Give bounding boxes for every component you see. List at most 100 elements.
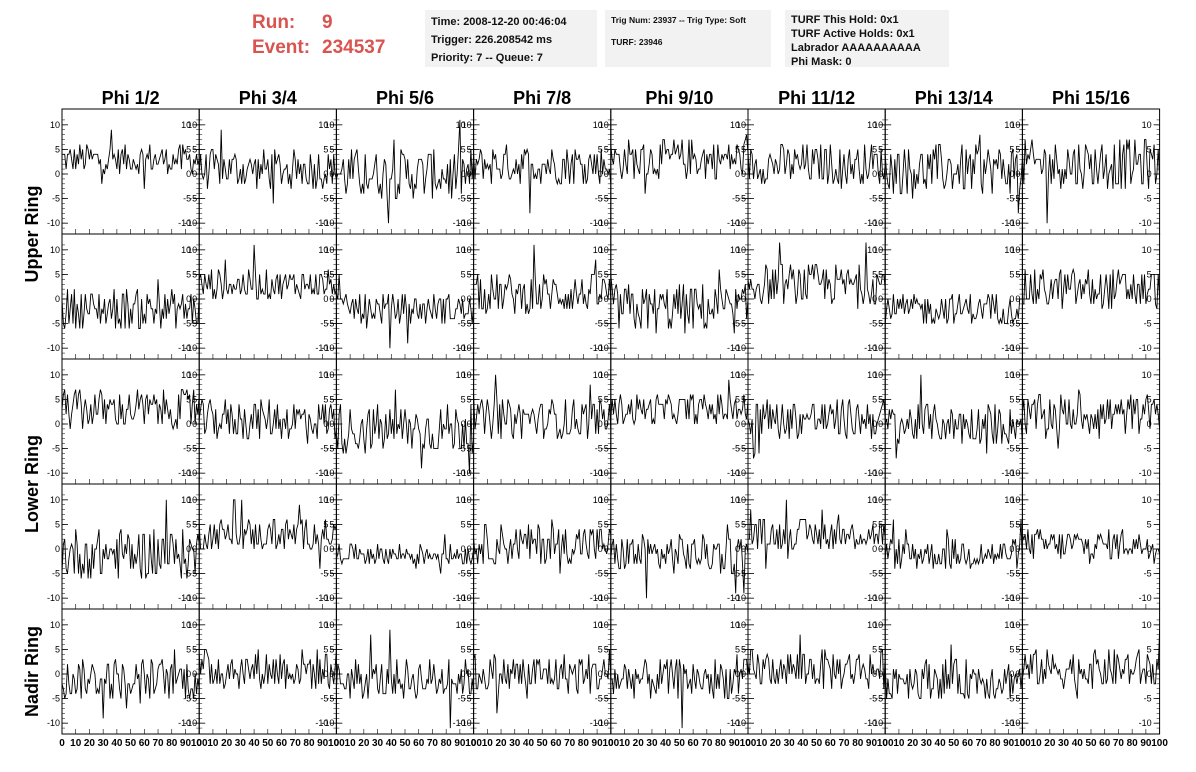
- waveform-trace: [473, 649, 612, 714]
- waveform-trace: [62, 129, 200, 189]
- y-tick-label: -10: [315, 218, 328, 228]
- x-tick-label: 0: [608, 738, 614, 749]
- y-tick-label: -5: [52, 694, 60, 704]
- x-tick-label: 60: [276, 738, 288, 749]
- y-tick-label: 0: [461, 669, 466, 679]
- y-tick-label: -5: [183, 444, 191, 454]
- y-tick-label: -10: [321, 343, 334, 353]
- y-tick-label: -5: [1012, 694, 1020, 704]
- y-tick-label: -5: [732, 194, 740, 204]
- y-tick-label: 10: [324, 245, 334, 255]
- trigger-text: Trigger: 226.208542 ms: [431, 34, 553, 46]
- y-tick-label: 10: [593, 495, 603, 505]
- panel-frame: [61, 108, 200, 235]
- y-tick-label: 10: [730, 120, 740, 130]
- y-tick-label: -10: [453, 718, 466, 728]
- x-tick-label: 0: [745, 738, 751, 749]
- row-group-label: Lower Ring: [22, 435, 42, 533]
- y-tick-label: 10: [318, 620, 328, 630]
- y-tick-label: 0: [1147, 544, 1152, 554]
- event-value: 234537: [322, 37, 386, 58]
- waveform-trace: [473, 144, 612, 214]
- x-tick-label: 80: [715, 738, 727, 749]
- y-tick-label: 5: [329, 644, 334, 654]
- y-tick-label: 0: [186, 419, 191, 429]
- x-tick-label: 100: [877, 738, 894, 749]
- y-tick-label: 10: [593, 245, 603, 255]
- y-tick-label: 5: [604, 269, 609, 279]
- y-tick-label: -5: [875, 569, 883, 579]
- y-tick-label: 0: [467, 169, 472, 179]
- y-tick-label: 0: [1147, 419, 1152, 429]
- y-tick-label: 5: [872, 144, 877, 154]
- y-tick-label: -10: [864, 218, 877, 228]
- y-tick-label: 5: [604, 644, 609, 654]
- y-tick-label: -10: [864, 718, 877, 728]
- x-tick-label: 80: [1127, 738, 1139, 749]
- waveform-trace: [610, 379, 749, 426]
- y-tick-label: 10: [462, 245, 472, 255]
- row-group-label: Upper Ring: [22, 186, 42, 283]
- time-text: Time: 2008-12-20 00:46:04: [431, 16, 567, 28]
- y-tick-label: -5: [601, 569, 609, 579]
- y-tick-label: -5: [320, 694, 328, 704]
- y-tick-label: 5: [1009, 394, 1014, 404]
- x-tick-label: 30: [235, 738, 247, 749]
- y-tick-label: 5: [467, 519, 472, 529]
- y-tick-label: 0: [329, 419, 334, 429]
- panel-frame: [1021, 483, 1161, 610]
- column-header: Phi 11/12: [778, 88, 855, 108]
- y-tick-label: 10: [50, 495, 60, 505]
- y-tick-label: 0: [872, 294, 877, 304]
- waveform-trace: [335, 274, 475, 349]
- y-tick-label: 0: [735, 419, 740, 429]
- x-tick-label: 0: [471, 738, 477, 749]
- y-tick-label: 0: [878, 544, 883, 554]
- x-tick-label: 90: [1003, 738, 1015, 749]
- priority-text: Priority: 7 -- Queue: 7: [431, 52, 543, 64]
- waveform-trace: [1022, 267, 1161, 309]
- y-tick-label: 10: [181, 370, 191, 380]
- y-tick-label: 0: [878, 669, 883, 679]
- x-tick-label: 70: [290, 738, 302, 749]
- y-tick-label: 0: [878, 169, 883, 179]
- waveform-trace: [610, 524, 749, 599]
- y-tick-label: 5: [461, 519, 466, 529]
- y-tick-label: 5: [467, 144, 472, 154]
- waveform-trace: [198, 129, 337, 204]
- x-tick-label: 20: [770, 738, 782, 749]
- y-tick-label: 0: [604, 419, 609, 429]
- x-tick-label: 90: [592, 738, 604, 749]
- x-tick-label: 20: [907, 738, 919, 749]
- y-tick-label: 5: [604, 394, 609, 404]
- trig-info-box: Trig Num: 23937 -- Trig Type: Soft TURF:…: [605, 10, 771, 67]
- y-tick-label: 10: [736, 120, 746, 130]
- y-tick-label: 5: [461, 644, 466, 654]
- y-tick-label: 0: [872, 169, 877, 179]
- panel-frame: [198, 608, 337, 735]
- y-tick-label: -5: [183, 319, 191, 329]
- y-tick-label: -5: [869, 319, 877, 329]
- column-header: Phi 1/2: [102, 88, 160, 108]
- waveform-trace: [198, 499, 337, 569]
- y-tick-label: 5: [186, 144, 191, 154]
- y-tick-label: 10: [873, 245, 883, 255]
- y-tick-label: 5: [192, 519, 197, 529]
- x-tick-label: 30: [784, 738, 796, 749]
- x-tick-label: 0: [882, 738, 888, 749]
- x-tick-label: 50: [948, 738, 960, 749]
- y-tick-label: -10: [733, 593, 746, 603]
- waveform-trace: [884, 519, 1023, 569]
- y-tick-label: -10: [459, 718, 472, 728]
- column-header: Phi 9/10: [645, 88, 713, 108]
- y-tick-label: 10: [462, 620, 472, 630]
- y-tick-label: 10: [318, 370, 328, 380]
- y-tick-label: -5: [738, 194, 746, 204]
- column-header: Phi 5/6: [376, 88, 434, 108]
- y-tick-label: -10: [870, 218, 883, 228]
- y-tick-label: 10: [456, 495, 466, 505]
- y-tick-label: 5: [735, 144, 740, 154]
- y-tick-label: -5: [869, 194, 877, 204]
- y-tick-label: 10: [1142, 120, 1152, 130]
- y-tick-label: 0: [1015, 419, 1020, 429]
